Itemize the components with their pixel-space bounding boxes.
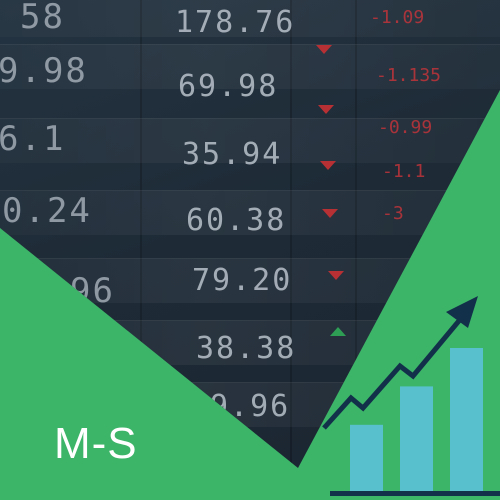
ticker-price: 79.20 xyxy=(192,263,293,298)
down-arrow-icon xyxy=(316,45,332,54)
ticker-row: 0.24 60.38 -1.1 xyxy=(0,161,500,238)
down-arrow-icon xyxy=(322,209,338,218)
growth-bar xyxy=(400,386,433,492)
down-arrow-icon xyxy=(320,161,336,170)
ticker-change: -3 xyxy=(382,203,404,224)
logo-text: M-S xyxy=(54,419,138,468)
down-arrow-icon xyxy=(318,105,334,114)
ticker-left-value: 58 xyxy=(20,0,65,37)
ticker-price: 178.76 xyxy=(175,5,296,40)
ticker-change: -0.99 xyxy=(378,117,433,138)
ticker-change: -1.1 xyxy=(382,161,426,182)
ticker-column-divider xyxy=(290,0,292,468)
ticker-row: 9.98 69.98 -1.135 xyxy=(0,44,500,104)
trend-arrow-head-icon xyxy=(446,296,478,328)
ticker-price: 35.94 xyxy=(182,137,283,172)
ticker-column-divider xyxy=(140,0,142,468)
growth-bars xyxy=(350,348,483,492)
down-arrow-icon xyxy=(328,271,344,280)
ticker-change: -1.135 xyxy=(376,65,442,86)
ticker-left-value: 0.24 xyxy=(2,191,92,231)
trend-line xyxy=(322,308,470,430)
ticker-left-value: 9.98 xyxy=(0,51,88,91)
ticker-left-value: 6.1 xyxy=(0,119,66,159)
growth-bar xyxy=(350,424,383,492)
chart-baseline xyxy=(330,491,500,496)
ticker-price: 60.38 xyxy=(186,203,287,238)
up-arrow-icon xyxy=(330,327,346,336)
growth-bar xyxy=(450,348,483,492)
ticker-column-divider xyxy=(355,0,357,468)
ticker-price: 38.38 xyxy=(196,331,297,366)
ticker-price: 69.98 xyxy=(178,69,279,104)
ticker-row: 6.1 35.94 -0.99 xyxy=(0,105,500,172)
ticker-row: 58 178.76 -1.09 xyxy=(0,0,500,40)
ticker-change: -1.09 xyxy=(370,7,425,28)
